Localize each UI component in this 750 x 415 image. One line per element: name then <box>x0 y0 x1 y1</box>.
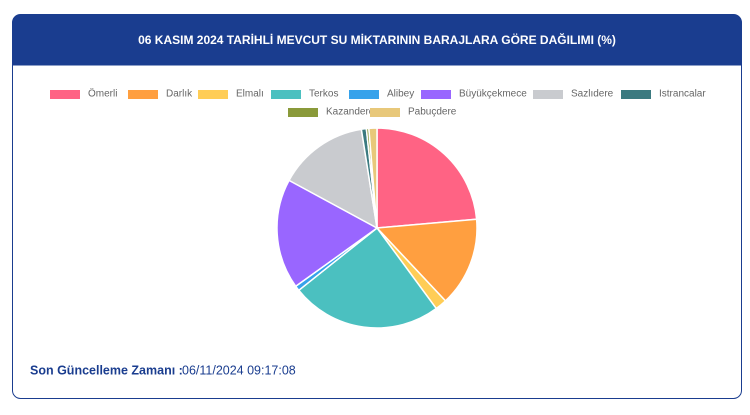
pie-slice <box>376 127 478 229</box>
chart-title: 06 KASIM 2024 TARİHLİ MEVCUT SU MİKTARIN… <box>138 32 616 47</box>
header <box>12 14 742 66</box>
pie-slice <box>276 179 379 288</box>
legend-swatch <box>533 90 563 99</box>
pie-slice <box>297 226 438 329</box>
legend-label: Ömerli <box>88 88 117 100</box>
legend-label: Pabuçdere <box>408 107 457 118</box>
legend-label: Sazlıdere <box>571 89 614 100</box>
pie-slice <box>375 218 478 302</box>
legend-label: Terkos <box>309 89 338 100</box>
pie-slice <box>288 128 378 230</box>
footer-value: 06/11/2024 09:17:08 <box>182 363 296 377</box>
legend-swatch <box>349 90 379 99</box>
legend-swatch <box>421 90 451 99</box>
legend-swatch <box>128 90 158 99</box>
legend-swatch <box>621 90 651 99</box>
legend-label: Alibey <box>387 89 414 100</box>
legend-label: Darlık <box>166 89 193 100</box>
legend-label: Kazandere <box>326 107 375 118</box>
legend-swatch <box>370 108 400 117</box>
legend: Ömerli Darlık Elmalı Terkos Alibey Büyükçekme… <box>50 88 706 118</box>
pie-slice <box>368 127 378 229</box>
legend-swatch <box>271 90 301 99</box>
legend-swatch <box>288 108 318 117</box>
pie <box>276 127 478 329</box>
footer-label: Son Güncelleme Zamanı : <box>30 363 183 377</box>
legend-swatch <box>50 90 80 99</box>
legend-label: Istrancalar <box>659 89 706 100</box>
legend-label: Büyükçekmece <box>459 89 527 100</box>
legend-swatch <box>198 90 228 99</box>
legend-label: Elmalı <box>236 89 264 100</box>
